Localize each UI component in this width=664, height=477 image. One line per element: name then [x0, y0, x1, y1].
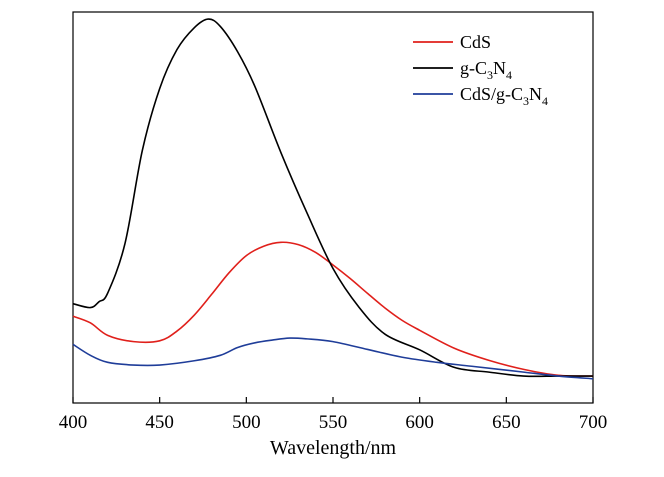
legend-label-composite: CdS/g-C3N4	[460, 84, 548, 108]
x-tick-label: 600	[405, 412, 434, 433]
x-axis-title: Wavelength/nm	[270, 437, 397, 459]
x-tick-label: 650	[492, 412, 521, 433]
legend-label-gc3n4: g-C3N4	[460, 58, 512, 82]
x-tick-label: 550	[319, 412, 348, 433]
series-line-composite	[72, 337, 594, 380]
series-line-cds	[72, 241, 594, 377]
series-layer	[72, 18, 594, 380]
legend-label-cds: CdS	[460, 32, 491, 52]
x-tick-label: 500	[232, 412, 261, 433]
x-tick-label: 700	[579, 412, 608, 433]
x-axis-ticks: 400 450 500 550 600 650 700	[59, 397, 608, 433]
x-tick-label: 450	[145, 412, 174, 433]
series-line-gc3n4	[72, 18, 593, 378]
x-tick-label: 400	[59, 412, 88, 433]
plot-frame	[72, 11, 594, 404]
